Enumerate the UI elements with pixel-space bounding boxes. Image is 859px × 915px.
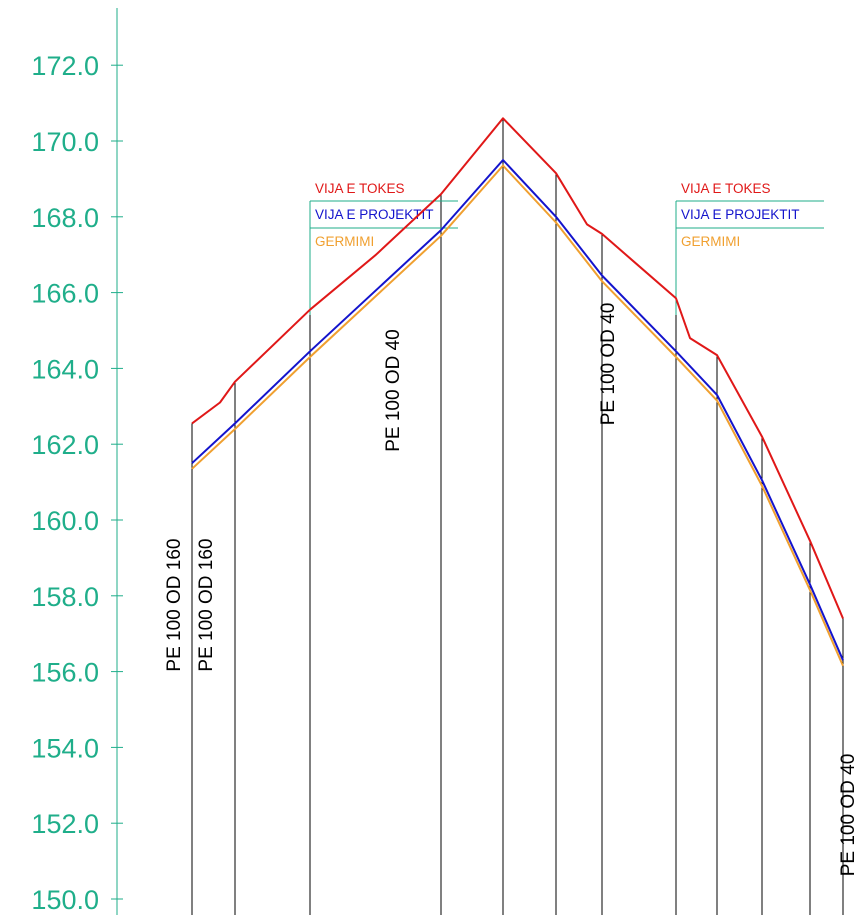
pipe-annotations: PE 100 OD 160 PE 100 OD 160 PE 100 OD 40 PE…: [164, 303, 859, 877]
series-line-projektit: [191, 159, 844, 661]
pipe-annotation: PE 100 OD 40: [383, 329, 404, 452]
legend-label-germimi: GERMIMI: [681, 234, 740, 249]
legend-box: VIJA E TOKES VIJA E PROJEKTIT GERMIMI: [675, 181, 824, 315]
y-tick-label: 172.0: [31, 51, 99, 81]
y-tick-label: 160.0: [31, 506, 99, 536]
legend-label-germimi: GERMIMI: [315, 234, 374, 249]
pipe-annotation: PE 100 OD 40: [838, 754, 859, 877]
legend-box: VIJA E TOKES VIJA E PROJEKTIT GERMIMI: [309, 181, 458, 315]
y-tick-label: 150.0: [31, 885, 99, 915]
y-tick-label: 154.0: [31, 733, 99, 763]
pipe-annotation: PE 100 OD 40: [598, 303, 619, 426]
y-tick-label: 158.0: [31, 582, 99, 612]
pipe-annotation: PE 100 OD 160: [164, 539, 185, 672]
y-tick-label: 170.0: [31, 127, 99, 157]
y-axis: 150.0 152.0 154.0 156.0 158.0 160.0 162.0 164.0…: [31, 8, 123, 915]
y-tick-label: 166.0: [31, 279, 99, 309]
y-tick-label: 152.0: [31, 809, 99, 839]
legend-label-projektit: VIJA E PROJEKTIT: [681, 207, 800, 222]
legend-label-projektit: VIJA E PROJEKTIT: [315, 207, 434, 222]
y-tick-label: 156.0: [31, 658, 99, 688]
y-tick-label: 164.0: [31, 354, 99, 384]
y-tick-label: 162.0: [31, 430, 99, 460]
y-tick-label: 168.0: [31, 203, 99, 233]
pipe-annotation: PE 100 OD 160: [196, 539, 217, 672]
profile-lines: [191, 117, 844, 667]
legend-label-tokes: VIJA E TOKES: [681, 181, 771, 196]
series-line-germimi: [191, 164, 844, 667]
station-lines: [191, 118, 844, 915]
legend-label-tokes: VIJA E TOKES: [315, 181, 405, 196]
series-line-tokes: [191, 117, 844, 619]
